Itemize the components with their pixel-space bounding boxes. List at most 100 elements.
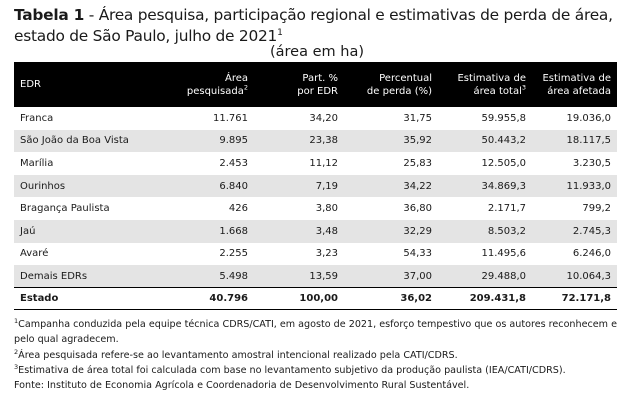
value-cell: 3,80 bbox=[315, 203, 338, 215]
table-row: Avaré 2.255 3,23 54,33 11.495,6 6.246,0 bbox=[14, 243, 617, 266]
column-header-line2: por EDR bbox=[297, 85, 338, 97]
value-cell: 1.668 bbox=[219, 225, 248, 237]
value-cell: 2.453 bbox=[219, 157, 248, 169]
footnote: 1Campanha conduzida pela equipe técnica … bbox=[14, 317, 626, 348]
table-row: Marília 2.453 11,12 25,83 12.505,0 3.230,5 bbox=[14, 152, 617, 175]
column-header-line2: pesquisada bbox=[186, 85, 244, 97]
footnote-text: Estimativa de área total foi calculada c… bbox=[18, 364, 566, 376]
column-header-line2: área total bbox=[473, 85, 522, 97]
value-cell: 3,23 bbox=[315, 248, 338, 260]
column-header-line1: Part. % bbox=[302, 72, 338, 84]
value-cell: 36,02 bbox=[400, 293, 432, 305]
table-row: Ourinhos 6.840 7,19 34,22 34.869,3 11.933,0 bbox=[14, 174, 617, 198]
footnotes: 1Campanha conduzida pela equipe técnica … bbox=[14, 317, 626, 393]
column-header-footnote: 3 bbox=[521, 83, 526, 92]
row-label-cell: Avaré bbox=[20, 248, 49, 260]
table-row: São João da Boa Vista 9.895 23,38 35,92 50.4… bbox=[14, 129, 617, 153]
column-header-line1: EDR bbox=[20, 79, 41, 90]
value-cell: 37,00 bbox=[403, 270, 432, 282]
table-title: Tabela 1 - Área pesquisa, participação r… bbox=[14, 5, 626, 47]
row-label-cell: Bragança Paulista bbox=[20, 203, 110, 215]
column-header: Área pesquisada2 bbox=[162, 62, 254, 107]
value-cell: 2.255 bbox=[219, 248, 248, 260]
footnote: Fonte: Instituto de Economia Agrícola e … bbox=[14, 378, 626, 393]
row-label-cell: Marília bbox=[20, 157, 54, 169]
value-cell: 11.495,6 bbox=[481, 248, 526, 260]
value-cell: 12.505,0 bbox=[481, 157, 526, 169]
value-cell: 29.488,0 bbox=[481, 270, 526, 282]
table-unit: (área em ha) bbox=[270, 44, 364, 60]
table-total-row: Estado 40.796 100,00 36,02 209.431,8 72.171,8 bbox=[14, 287, 617, 310]
value-cell: 54,33 bbox=[403, 248, 432, 260]
footnote-marker: 2 bbox=[14, 347, 19, 356]
column-header-line2: de perda (%) bbox=[366, 85, 432, 97]
column-header: Estimativa de área afetada bbox=[532, 62, 617, 107]
value-cell: 18.117,5 bbox=[566, 135, 611, 147]
value-cell: 25,83 bbox=[403, 157, 432, 169]
value-cell: 34.869,3 bbox=[481, 180, 526, 192]
column-header: Percentual de perda (%) bbox=[344, 62, 438, 107]
footnote: 2Área pesquisada refere-se ao levantamen… bbox=[14, 348, 626, 363]
row-label-cell: Demais EDRs bbox=[20, 270, 88, 282]
column-header-footnote: 2 bbox=[243, 83, 248, 92]
table-row: Jaú 1.668 3,48 32,29 8.503,2 2.745,3 bbox=[14, 219, 617, 243]
column-header-line2: área afetada bbox=[547, 85, 611, 97]
column-header: Estimativa de área total3 bbox=[438, 62, 532, 107]
value-cell: 2.745,3 bbox=[572, 225, 611, 237]
value-cell: 50.443,2 bbox=[481, 135, 526, 147]
table-title-dash: - bbox=[84, 6, 99, 24]
value-cell: 6.246,0 bbox=[572, 248, 611, 260]
value-cell: 11,12 bbox=[309, 157, 338, 169]
value-cell: 72.171,8 bbox=[561, 293, 611, 305]
value-cell: 40.796 bbox=[209, 293, 248, 305]
value-cell: 209.431,8 bbox=[469, 293, 526, 305]
value-cell: 10.064,3 bbox=[566, 270, 611, 282]
value-cell: 426 bbox=[228, 203, 248, 215]
footnote-marker: 3 bbox=[14, 362, 19, 371]
footnote: 3Estimativa de área total foi calculada … bbox=[14, 363, 626, 378]
value-cell: 7,19 bbox=[315, 180, 338, 192]
value-cell: 32,29 bbox=[403, 225, 432, 237]
table-title-label: Tabela 1 bbox=[14, 6, 85, 24]
table-title-text: Área pesquisa, participação regional e e… bbox=[14, 6, 613, 45]
value-cell: 34,20 bbox=[309, 112, 338, 124]
value-cell: 36,80 bbox=[403, 203, 432, 215]
value-cell: 6.840 bbox=[219, 180, 248, 192]
row-label-cell: Franca bbox=[20, 112, 54, 124]
table-row: Bragança Paulista 426 3,80 36,80 2.171,7 799,… bbox=[14, 197, 617, 220]
value-cell: 9.895 bbox=[219, 135, 248, 147]
value-cell: 8.503,2 bbox=[487, 225, 526, 237]
value-cell: 13,59 bbox=[309, 270, 338, 282]
table-title-footnote: 1 bbox=[277, 27, 283, 38]
column-header-line1: Estimativa de bbox=[457, 72, 526, 84]
value-cell: 5.498 bbox=[219, 270, 248, 282]
value-cell: 3,48 bbox=[315, 225, 338, 237]
value-cell: 31,75 bbox=[403, 112, 432, 124]
row-label-cell: São João da Boa Vista bbox=[20, 135, 129, 147]
value-cell: 799,2 bbox=[582, 203, 611, 215]
table-header-row: EDR Área pesquisada2 Part. % por EDR Percentu… bbox=[14, 62, 617, 107]
column-header-line1: Percentual bbox=[379, 72, 432, 84]
value-cell: 100,00 bbox=[299, 293, 338, 305]
data-table: EDR Área pesquisada2 Part. % por EDR Percentu… bbox=[14, 62, 617, 310]
footnote-text: Campanha conduzida pela equipe técnica C… bbox=[14, 319, 617, 346]
row-label-cell: Jaú bbox=[20, 225, 36, 237]
value-cell: 3.230,5 bbox=[572, 157, 611, 169]
value-cell: 35,92 bbox=[403, 135, 432, 147]
footnote-text: Fonte: Instituto de Economia Agrícola e … bbox=[14, 380, 470, 392]
table-row: Demais EDRs 5.498 13,59 37,00 29.488,0 10.064… bbox=[14, 265, 617, 288]
table-row: Franca 11.761 34,20 31,75 59.955,8 19.036,0 bbox=[14, 107, 617, 130]
column-header: EDR bbox=[14, 62, 162, 107]
row-label-cell: Estado bbox=[20, 293, 59, 305]
value-cell: 19.036,0 bbox=[566, 112, 611, 124]
footnote-marker: 1 bbox=[14, 316, 19, 325]
table-body: Franca 11.761 34,20 31,75 59.955,8 19.036,0 Sã… bbox=[14, 107, 617, 310]
value-cell: 2.171,7 bbox=[487, 203, 526, 215]
column-header-line1: Estimativa de bbox=[542, 72, 611, 84]
value-cell: 11.933,0 bbox=[566, 180, 611, 192]
value-cell: 23,38 bbox=[309, 135, 338, 147]
value-cell: 11.761 bbox=[213, 112, 248, 124]
column-header: Part. % por EDR bbox=[254, 62, 344, 107]
footnote-text: Área pesquisada refere-se ao levantament… bbox=[18, 349, 458, 361]
row-label-cell: Ourinhos bbox=[20, 180, 66, 192]
